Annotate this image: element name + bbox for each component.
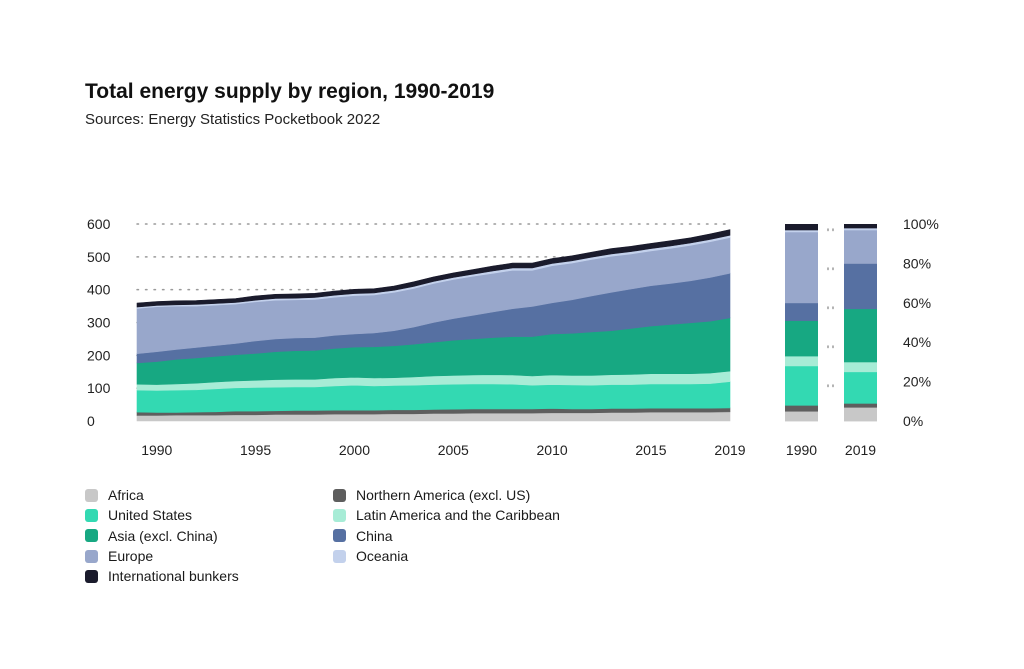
- legend-right-column: Northern America (excl. US) Latin America…: [333, 485, 560, 566]
- chart-title: Total energy supply by region, 1990-2019: [85, 80, 495, 103]
- legend-item-international-bunkers: International bunkers: [85, 566, 239, 586]
- legend-label: Europe: [108, 548, 154, 565]
- x-tick-label: 2000: [339, 442, 370, 458]
- percent-tick-label: 40%: [903, 334, 931, 350]
- legend-item-europe: Europe: [85, 546, 239, 566]
- x-tick-label: 2015: [635, 442, 666, 458]
- legend-label: Oceania: [356, 548, 409, 565]
- chart-subtitle: Sources: Energy Statistics Pocketbook 20…: [85, 111, 381, 128]
- legend-swatch: [333, 508, 346, 522]
- y-tick-label: 300: [87, 315, 111, 331]
- legend-swatch: [333, 549, 346, 563]
- bar-1990-oceania: [785, 229, 818, 233]
- bar-2019-asia-excl-china: [844, 308, 877, 363]
- bar-2019-africa: [844, 407, 877, 422]
- bar-x-label: 2019: [845, 442, 876, 458]
- legend-label: Northern America (excl. US): [356, 487, 531, 504]
- y-tick-label: 500: [87, 249, 111, 265]
- bar-2019-europe: [844, 229, 877, 264]
- bar-2019-united-states: [844, 371, 877, 404]
- legend-swatch: [85, 529, 98, 543]
- percent-tick-label: 0%: [903, 413, 923, 429]
- legend-item-asia-excl-china: Asia (excl. China): [85, 526, 239, 546]
- legend-label: China: [356, 527, 393, 544]
- legend-item-united-states: United States: [85, 505, 239, 525]
- bar-1990-europe: [785, 231, 818, 304]
- legend-label: International bunkers: [108, 568, 239, 585]
- legend-swatch: [85, 549, 98, 563]
- legend-label: Latin America and the Caribbean: [356, 507, 560, 524]
- bar-1990-asia-excl-china: [785, 320, 818, 357]
- legend-swatch: [85, 508, 98, 522]
- y-tick-label: 400: [87, 282, 111, 298]
- legend-label: United States: [108, 507, 193, 524]
- legend-label: Africa: [108, 487, 144, 504]
- x-tick-label: 2019: [714, 442, 745, 458]
- legend-swatch: [85, 488, 98, 502]
- bar-1990-latin-america-and-the-caribbean: [785, 355, 818, 367]
- legend-item-china: China: [333, 526, 560, 546]
- x-tick-label: 2010: [537, 442, 568, 458]
- legend-swatch: [333, 488, 346, 502]
- percent-tick-label: 80%: [903, 255, 931, 271]
- legend-item-africa: Africa: [85, 485, 239, 505]
- legend-swatch: [333, 529, 346, 543]
- bar-1990-northern-america-excl-us: [785, 405, 818, 412]
- legend-swatch: [85, 569, 98, 583]
- percent-tick-label: 20%: [903, 374, 931, 390]
- y-tick-label: 0: [87, 413, 95, 429]
- x-tick-label: 2005: [438, 442, 469, 458]
- bar-2019-international-bunkers: [844, 224, 877, 229]
- legend-label: Asia (excl. China): [108, 527, 218, 544]
- bar-1990-china: [785, 302, 818, 321]
- percent-tick-label: 100%: [903, 216, 939, 232]
- bar-2019-northern-america-excl-us: [844, 403, 877, 408]
- bar-2019-oceania: [844, 227, 877, 231]
- y-tick-label: 100: [87, 380, 111, 396]
- bar-2019-latin-america-and-the-caribbean: [844, 361, 877, 373]
- legend-item-oceania: Oceania: [333, 546, 560, 566]
- bar-x-label: 1990: [786, 442, 817, 458]
- area-international-bunkers: [136, 229, 731, 308]
- y-tick-label: 200: [87, 347, 111, 363]
- legend-item-latin-america-and-the-caribbean: Latin America and the Caribbean: [333, 505, 560, 525]
- bar-1990-africa: [785, 411, 818, 422]
- y-tick-label: 600: [87, 216, 111, 232]
- x-tick-label: 1990: [141, 442, 172, 458]
- x-tick-label: 1995: [240, 442, 271, 458]
- bar-1990-united-states: [785, 365, 818, 406]
- percent-tick-label: 60%: [903, 295, 931, 311]
- legend-item-northern-america-excl-us: Northern America (excl. US): [333, 485, 560, 505]
- bar-1990-international-bunkers: [785, 224, 818, 231]
- bar-2019-china: [844, 263, 877, 310]
- legend-left-column: Africa United States Asia (excl. China) Eur…: [85, 485, 239, 586]
